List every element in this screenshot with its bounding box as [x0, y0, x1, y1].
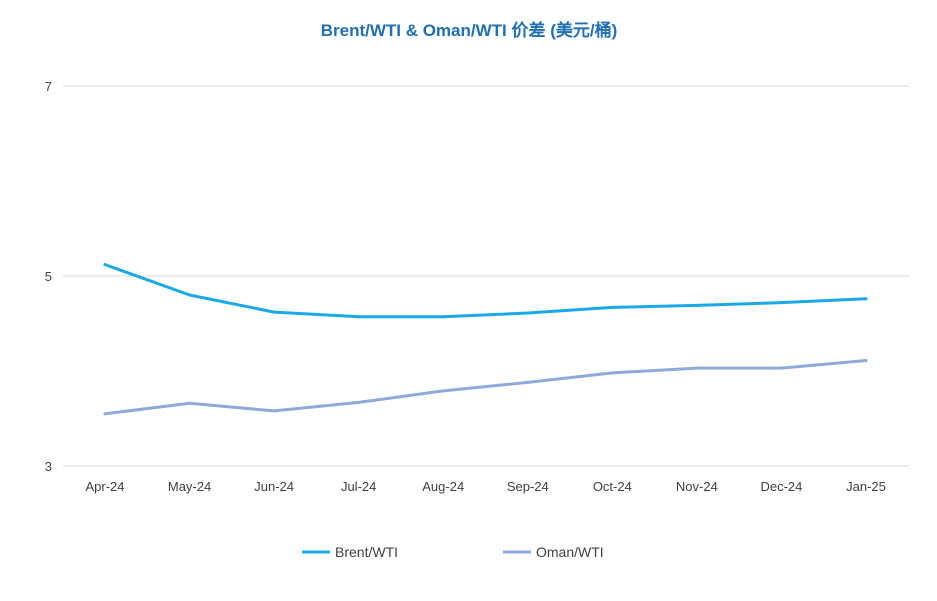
data-point-brent-wti — [103, 263, 107, 267]
data-point-brent-wti — [441, 315, 445, 319]
data-point-oman-wti — [695, 366, 699, 370]
series-line-oman-wti — [103, 359, 868, 416]
data-point-oman-wti — [272, 409, 276, 413]
x-tick-label: Dec-24 — [760, 479, 802, 494]
legend: Brent/WTI Oman/WTI — [302, 544, 604, 560]
data-point-brent-wti — [188, 293, 192, 297]
data-point-oman-wti — [103, 412, 107, 416]
x-tick-label: Apr-24 — [85, 479, 124, 494]
x-tick-label: Aug-24 — [422, 479, 464, 494]
x-tick-label: Jun-24 — [254, 479, 294, 494]
data-point-oman-wti — [779, 366, 783, 370]
gridlines — [63, 85, 909, 467]
data-point-oman-wti — [610, 371, 614, 375]
data-point-oman-wti — [357, 400, 361, 404]
y-tick-label: 3 — [45, 459, 52, 474]
series-line-brent-wti — [103, 263, 868, 319]
x-tick-label: May-24 — [168, 479, 211, 494]
data-point-oman-wti — [188, 401, 192, 405]
x-tick-label: Jul-24 — [341, 479, 376, 494]
chart-title: Brent/WTI & Oman/WTI 价差 (美元/桶) — [321, 20, 618, 40]
x-tick-label: Nov-24 — [676, 479, 718, 494]
data-point-oman-wti — [441, 389, 445, 393]
x-tick-label: Sep-24 — [507, 479, 549, 494]
data-point-brent-wti — [357, 315, 361, 319]
data-point-oman-wti — [864, 359, 868, 363]
x-tick-label: Jan-25 — [846, 479, 886, 494]
y-axis-ticks: 3 5 7 — [45, 79, 52, 474]
data-point-brent-wti — [779, 301, 783, 305]
y-tick-label: 5 — [45, 269, 52, 284]
data-point-brent-wti — [610, 305, 614, 309]
legend-label: Oman/WTI — [536, 544, 604, 560]
legend-label: Brent/WTI — [335, 544, 398, 560]
y-tick-label: 7 — [45, 79, 52, 94]
data-point-brent-wti — [695, 303, 699, 307]
data-point-oman-wti — [526, 380, 530, 384]
series-lines — [103, 263, 868, 416]
x-axis-ticks: Apr-24 May-24 Jun-24 Jul-24 Aug-24 Sep-24 Oct-… — [85, 479, 885, 494]
data-point-brent-wti — [272, 310, 276, 314]
x-tick-label: Oct-24 — [593, 479, 632, 494]
data-point-brent-wti — [864, 297, 868, 301]
data-point-brent-wti — [526, 311, 530, 315]
